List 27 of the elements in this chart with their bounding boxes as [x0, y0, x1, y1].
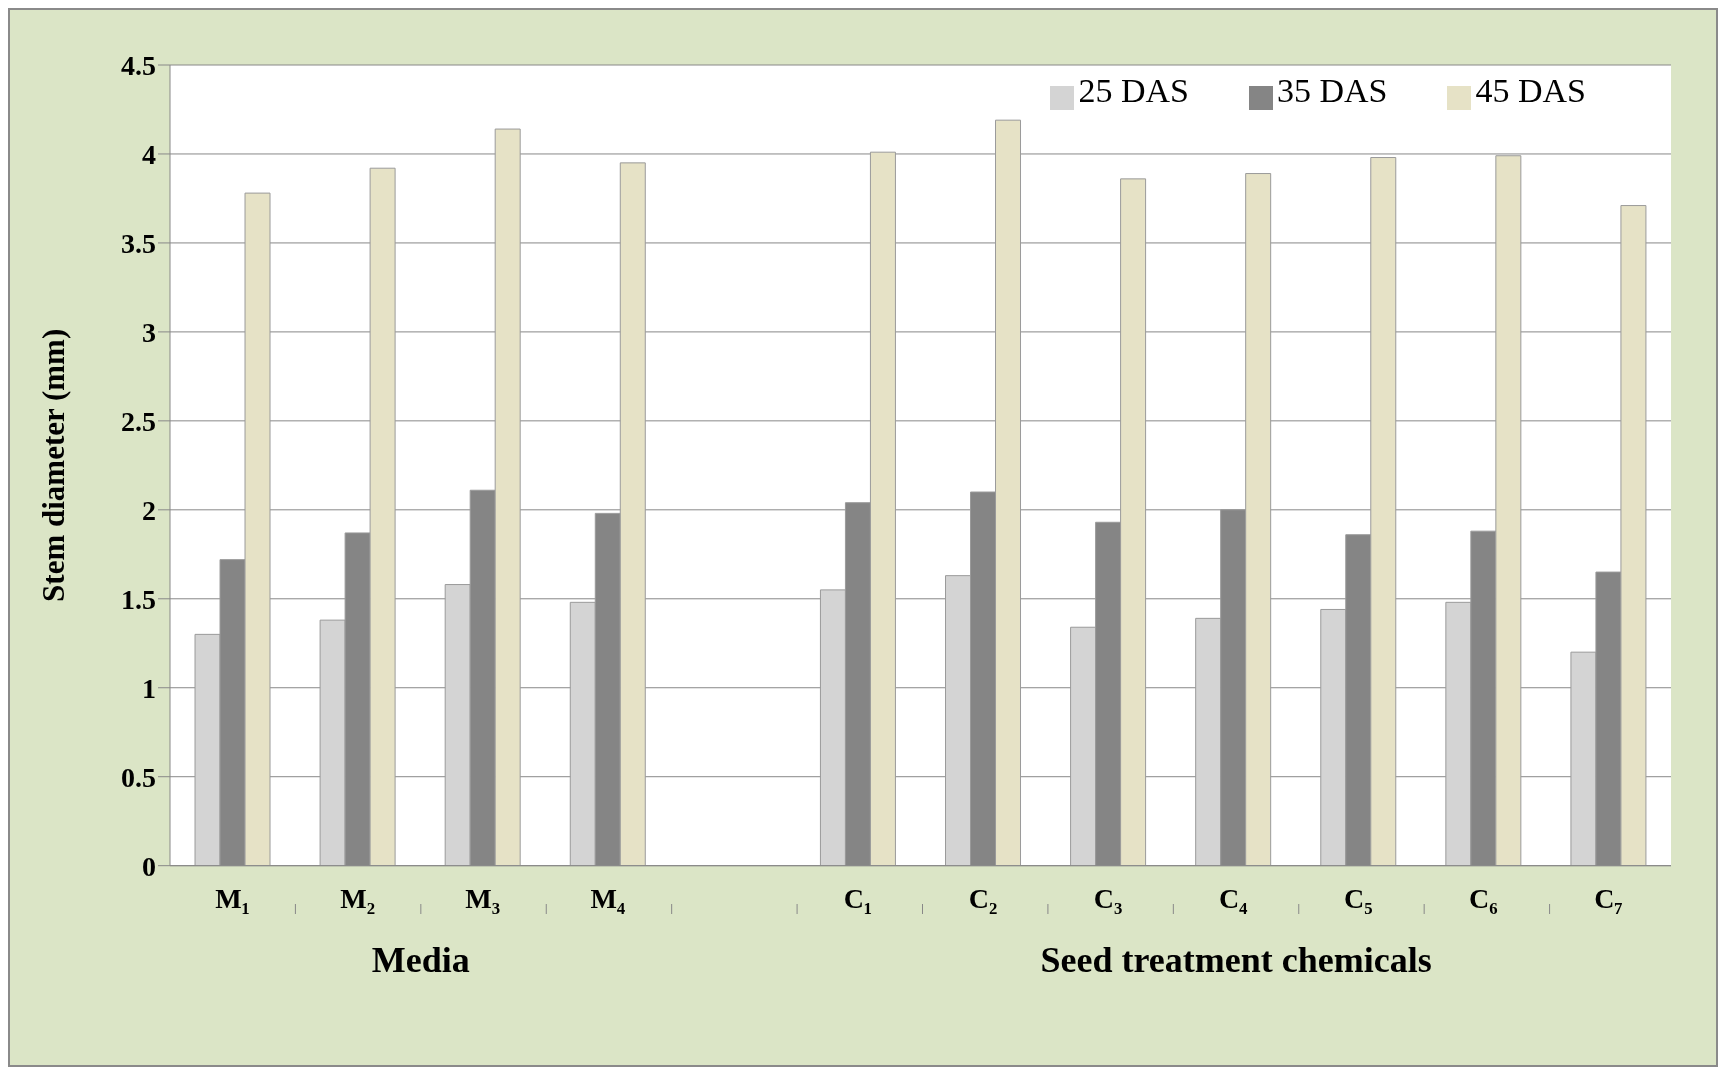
x-tick-label: M₄ — [590, 882, 626, 914]
text: Seed treatment chemicals — [1039, 939, 1433, 981]
x-tick-label: M₂ — [340, 882, 376, 914]
legend-label: 45 DAS — [1475, 72, 1586, 109]
x-tick-label: M₃ — [465, 882, 501, 914]
x-tick-label: C₂ — [968, 882, 998, 914]
y-tick-label: 2 — [142, 494, 156, 526]
legend-label: 35 DAS — [1276, 72, 1388, 109]
y-tick-label: 4 — [142, 138, 156, 170]
x-tick-label: C₃ — [1093, 882, 1123, 914]
y-tick-label: 1.5 — [121, 583, 156, 615]
y-tick-label: 0.5 — [121, 761, 156, 793]
text: Media — [370, 939, 471, 981]
x-tick-label: C₅ — [1343, 882, 1373, 914]
legend-label: 25 DAS — [1078, 72, 1189, 109]
y-tick-label: 1 — [142, 672, 156, 704]
y-tick-label: 0 — [142, 850, 156, 882]
x-tick-label: M₁ — [215, 882, 250, 914]
y-tick-label: 2.5 — [121, 405, 156, 437]
y-tick-label: 4.5 — [121, 49, 156, 81]
y-axis-title: Stem diameter (mm) — [36, 328, 72, 602]
x-tick-label: C₇ — [1594, 882, 1623, 914]
x-tick-label: C₄ — [1218, 882, 1249, 914]
y-tick-label: 3 — [142, 316, 156, 348]
x-tick-label: C₆ — [1469, 882, 1498, 914]
x-tick-label: C₁ — [843, 882, 873, 914]
y-tick-label: 3.5 — [121, 227, 156, 259]
